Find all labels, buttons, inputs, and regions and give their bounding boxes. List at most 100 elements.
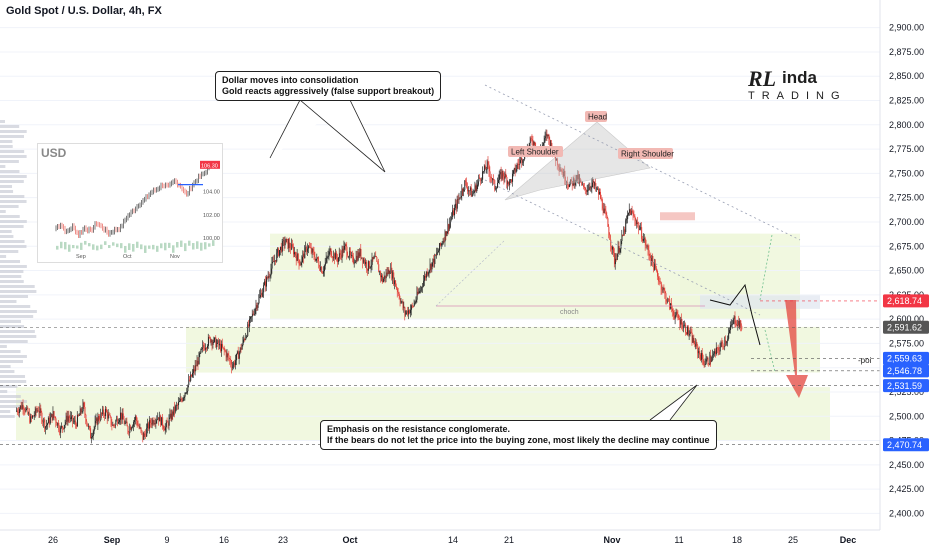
candle-body-500: [484, 165, 485, 172]
inset-vol-15: [116, 243, 119, 248]
candle-body-622: [598, 188, 600, 195]
inset-vol-18: [128, 243, 131, 250]
candle-body-466: [452, 210, 454, 218]
y-tick-20: 2,900.00: [889, 23, 924, 33]
candle-body-693: [664, 290, 666, 294]
candle-body-679: [651, 255, 653, 263]
candle-body-601: [578, 174, 580, 183]
candle-body-90: [100, 412, 102, 420]
volume-bar-16: [0, 200, 27, 203]
candle-body-718: [688, 326, 689, 335]
candle-body-762: [729, 330, 731, 334]
candle-body-231: [232, 366, 234, 368]
price-tag-text-2: 2,559.63: [887, 354, 922, 364]
volume-bar-5: [0, 145, 13, 148]
candle-body-595: [573, 178, 574, 186]
candle-body-457: [443, 240, 445, 242]
candle-body-41: [54, 416, 56, 419]
candle-body-109: [118, 422, 120, 424]
candle-body-74: [85, 414, 87, 422]
candle-body-14: [29, 413, 31, 423]
candle-body-50: [63, 427, 64, 429]
candle-body-207: [210, 337, 211, 343]
candle-body-371: [363, 259, 365, 263]
candle-body-53: [65, 415, 67, 422]
candle-body-647: [621, 234, 623, 241]
candle-body-80: [91, 437, 93, 439]
candle-body-369: [361, 257, 363, 259]
candle-body-292: [289, 242, 291, 248]
candle-body-742: [710, 355, 712, 362]
label-head: Head: [585, 111, 607, 122]
volume-bar-34: [0, 290, 37, 293]
candle-body-239: [240, 347, 241, 353]
candle-body-436: [424, 275, 426, 281]
volume-bar-14: [0, 190, 14, 193]
candle-body-261: [260, 293, 262, 296]
volume-bar-54: [0, 390, 8, 393]
candle-body-141: [148, 423, 150, 429]
candle-body-192: [196, 365, 197, 367]
volume-bar-41: [0, 325, 25, 328]
inset-vol-16: [120, 243, 123, 249]
zone-0: [270, 233, 760, 320]
inset-vol-36: [200, 242, 203, 251]
candle-body-3: [19, 408, 21, 413]
red-down-arrow: [785, 300, 808, 398]
candle-body-480: [465, 180, 467, 183]
candle-body-682: [654, 263, 656, 271]
y-tick-15: 2,775.00: [889, 144, 924, 154]
candle-body-59: [71, 415, 73, 417]
candle-body-376: [368, 261, 369, 271]
candle-body-345: [339, 253, 340, 258]
candle-body-433: [421, 287, 423, 289]
price-tag-bg-2: [883, 351, 929, 365]
callout-top: Dollar moves into consolidation Gold rea…: [215, 71, 442, 101]
candle-body-230: [231, 364, 233, 368]
candle-body-332: [327, 256, 328, 258]
candle-body-251: [251, 316, 253, 318]
candle-body-249: [249, 318, 251, 327]
candle-body-66: [78, 414, 79, 416]
inset-vol-25: [156, 245, 159, 252]
inset-vol-1: [60, 241, 63, 249]
candle-body-217: [219, 343, 221, 346]
x-tick-5: Oct: [342, 535, 357, 545]
brand-word-2: TRADING: [748, 90, 847, 102]
label-left: Left Shoulder: [508, 146, 563, 157]
candle-body-605: [582, 184, 584, 186]
candle-body-326: [321, 266, 323, 273]
inset-vol-23: [148, 245, 151, 249]
x-tick-11: 25: [788, 535, 798, 545]
candle-body-216: [218, 340, 220, 346]
candle-body-528: [510, 179, 512, 181]
candle-body-189: [193, 369, 195, 373]
candle-body-708: [678, 318, 680, 320]
candle-body-36: [50, 417, 51, 424]
inset-vol-24: [152, 244, 155, 250]
candle-body-244: [244, 339, 246, 340]
candle-body-386: [377, 260, 379, 265]
candle-body-616: [592, 180, 594, 183]
y-tick-16: 2,800.00: [889, 120, 924, 130]
candle-body-176: [181, 398, 182, 400]
candle-body-302: [298, 259, 300, 265]
candle-body-497: [481, 179, 483, 181]
candle-body-549: [530, 138, 531, 144]
candle-body-465: [451, 217, 453, 220]
inset-vol-30: [176, 242, 179, 248]
projection-green-down: [764, 329, 776, 373]
candle-body-516: [499, 174, 500, 180]
candle-body-597: [574, 181, 576, 185]
candle-body-232: [233, 362, 235, 367]
candle-body-223: [225, 350, 226, 352]
candle-body-492: [476, 184, 478, 192]
label-head-text: Head: [588, 113, 607, 122]
candle-body-737: [705, 359, 707, 364]
inset-x-tick-0: Sep: [76, 254, 86, 260]
candle-body-531: [513, 170, 514, 174]
candle-body-716: [686, 332, 688, 335]
volume-bar-30: [0, 270, 24, 273]
candle-body-655: [629, 209, 630, 213]
